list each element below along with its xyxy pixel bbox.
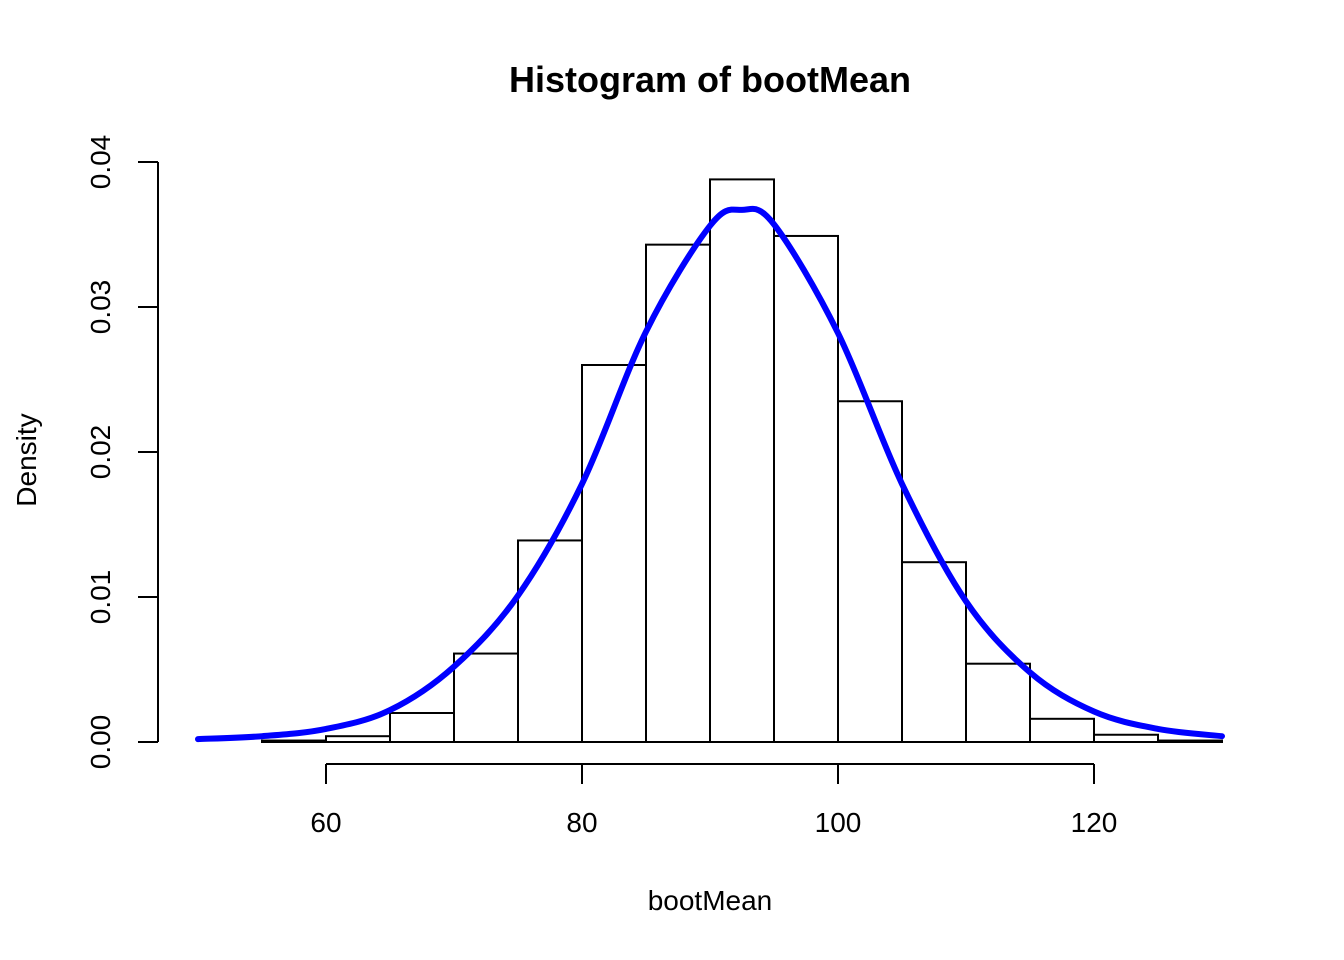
x-tick-label: 60 — [310, 807, 341, 838]
histogram-bars — [261, 178, 1223, 744]
x-tick-label: 120 — [1071, 807, 1118, 838]
histogram-bar — [389, 712, 455, 743]
density-curve — [195, 205, 1225, 743]
x-tick-label: 100 — [815, 807, 862, 838]
y-tick-label: 0.00 — [85, 715, 116, 770]
histogram-bar — [901, 561, 967, 744]
histogram-bar — [581, 364, 647, 743]
histogram-bar — [517, 539, 583, 744]
histogram-bar — [965, 662, 1031, 744]
y-axis-label: Density — [11, 413, 42, 506]
chart-title: Histogram of bootMean — [509, 59, 911, 100]
y-axis: 0.00 0.01 0.02 0.03 0.04 — [85, 135, 159, 770]
y-tick-label: 0.04 — [85, 135, 116, 190]
histogram-bar — [1157, 739, 1223, 743]
x-axis-label: bootMean — [648, 885, 773, 916]
x-axis: 60 80 100 120 — [310, 763, 1118, 838]
y-tick-label: 0.03 — [85, 280, 116, 335]
histogram-bar — [837, 400, 903, 743]
histogram-bar — [261, 739, 327, 743]
histogram-bar — [773, 234, 839, 743]
x-tick-label: 80 — [566, 807, 597, 838]
y-tick-label: 0.01 — [85, 570, 116, 625]
histogram-bar — [645, 243, 711, 743]
histogram-bar — [1029, 717, 1095, 743]
y-tick-label: 0.02 — [85, 425, 116, 480]
histogram-bar — [1093, 733, 1159, 743]
histogram-bar — [709, 178, 775, 743]
histogram-bar — [325, 735, 391, 744]
histogram-bar — [453, 652, 519, 743]
